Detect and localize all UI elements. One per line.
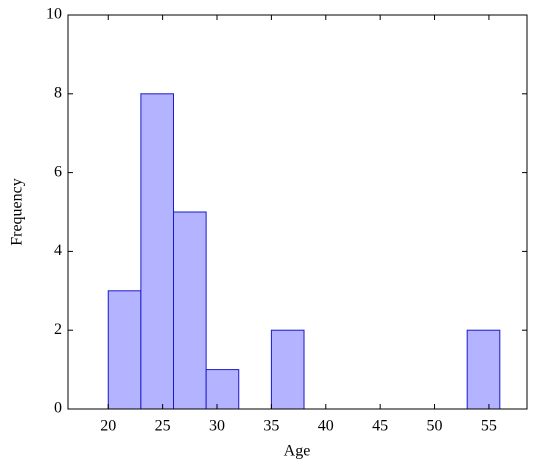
x-axis-label: Age xyxy=(284,443,311,460)
y-tick-label: 6 xyxy=(54,163,62,180)
x-tick-label: 45 xyxy=(372,418,388,435)
bar xyxy=(107,290,142,410)
x-tick-label: 50 xyxy=(427,418,443,435)
x-tick-label: 25 xyxy=(155,418,171,435)
y-tick-label: 4 xyxy=(54,242,62,259)
bar xyxy=(173,211,207,410)
y-axis-label: Frequency xyxy=(9,178,26,246)
x-tick-label: 40 xyxy=(318,418,334,435)
x-tick-label: 20 xyxy=(100,418,116,435)
bar xyxy=(205,369,240,410)
y-tick-label: 2 xyxy=(54,321,62,338)
y-tick-label: 8 xyxy=(54,84,62,101)
y-tick-label: 0 xyxy=(54,400,62,417)
x-tick-label: 30 xyxy=(209,418,225,435)
y-tick-label: 10 xyxy=(46,6,62,23)
x-tick-label: 55 xyxy=(481,418,497,435)
x-tick-label: 35 xyxy=(263,418,279,435)
plot-frame xyxy=(67,14,528,410)
bar xyxy=(140,93,175,410)
bar xyxy=(466,329,501,410)
bar xyxy=(270,329,305,410)
